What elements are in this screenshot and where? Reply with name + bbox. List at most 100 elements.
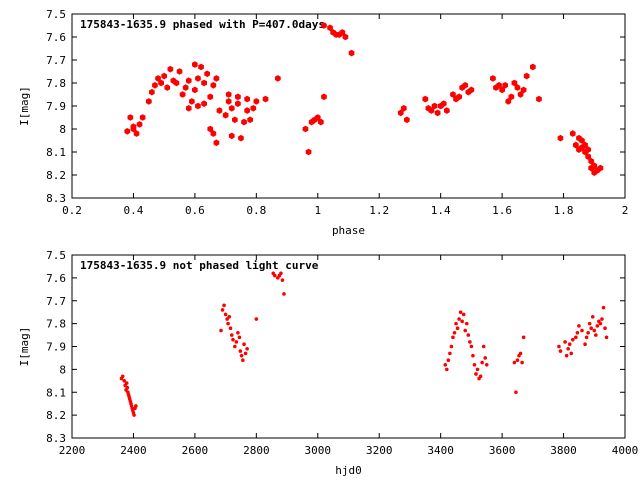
- unphased-data-point: [604, 335, 609, 340]
- unphased-data-point: [475, 367, 480, 372]
- unphased-x-tick-label: 4000: [612, 444, 639, 457]
- phased-data-point: [450, 91, 456, 98]
- phased-data-point: [342, 33, 349, 41]
- unphased-data-point: [564, 353, 569, 358]
- phased-data-point: [127, 114, 134, 121]
- phased-light-curve-panel: 175843-1635.9 phased with P=407.0days ph…: [18, 8, 628, 237]
- unphased-data-point: [590, 314, 595, 319]
- unphased-data-point: [233, 344, 237, 349]
- phased-data-point: [210, 82, 217, 89]
- phased-data-point: [238, 134, 244, 142]
- phased-y-tick-label: 8: [59, 123, 66, 136]
- unphased-x-tick-label: 3400: [427, 444, 454, 457]
- unphased-x-tick-label: 2600: [182, 444, 209, 457]
- phased-data-point: [557, 134, 564, 142]
- unphased-data-point: [464, 321, 469, 326]
- phased-data-point: [502, 82, 508, 89]
- phased-data-point: [588, 157, 595, 165]
- phased-data-point: [130, 125, 137, 133]
- unphased-data-point: [457, 317, 461, 321]
- unphased-data-point: [448, 351, 452, 356]
- phased-x-tick-label: 0.4: [124, 204, 144, 217]
- unphased-data-point: [512, 360, 517, 365]
- unphased-data-point: [236, 330, 240, 335]
- phased-data-point: [400, 105, 407, 112]
- unphased-data-point: [449, 344, 454, 349]
- unphased-y-tick-label: 7.5: [46, 249, 66, 262]
- phased-data-point: [176, 68, 183, 75]
- phased-data-point: [275, 75, 281, 82]
- phased-data-point: [244, 107, 250, 114]
- phased-data-point: [173, 79, 180, 87]
- unphased-y-tick-label: 8: [59, 363, 66, 376]
- phased-data-point: [149, 88, 155, 96]
- phased-data-point: [136, 121, 143, 128]
- phased-data-point: [158, 79, 164, 87]
- phased-data-point: [440, 100, 447, 107]
- unphased-data-point: [451, 335, 455, 340]
- phased-x-tick-label: 1.8: [554, 204, 574, 217]
- unphased-data-point: [223, 312, 228, 317]
- phased-data-point: [185, 105, 192, 112]
- phased-x-axis-label: phase: [332, 224, 365, 237]
- phased-data-point: [250, 105, 257, 112]
- unphased-data-point: [567, 342, 572, 347]
- unphased-y-tick-label: 8.2: [46, 409, 66, 422]
- phased-data-point: [185, 77, 192, 84]
- phased-y-tick-label: 7.9: [46, 100, 66, 113]
- phased-data-point: [591, 162, 598, 170]
- phased-data-point: [247, 116, 253, 124]
- unphased-data-point: [483, 356, 488, 360]
- phased-data-point: [327, 24, 333, 32]
- unphased-data-point: [580, 328, 584, 333]
- phased-data-point: [213, 139, 220, 147]
- unphased-data-point: [443, 363, 448, 367]
- phased-data-point: [225, 91, 232, 98]
- unphased-data-point: [120, 374, 125, 379]
- unphased-x-tick-label: 2200: [59, 444, 86, 457]
- unphased-y-tick-label: 7.7: [46, 295, 66, 308]
- phased-y-tick-label: 8.3: [46, 192, 66, 205]
- phased-data-point: [514, 84, 521, 91]
- unphased-plot-frame: [71, 254, 626, 439]
- phased-data-point: [164, 84, 171, 91]
- unphased-x-tick-label: 2800: [243, 444, 270, 457]
- phased-data-point: [253, 98, 260, 105]
- phased-y-tick-label: 7.7: [46, 54, 66, 67]
- phased-data-point: [210, 130, 217, 137]
- unphased-x-tick-label: 3200: [366, 444, 393, 457]
- phased-data-point: [597, 164, 604, 172]
- unphased-data-point: [239, 353, 244, 358]
- unphased-data-point: [238, 349, 243, 353]
- unphased-data-point: [575, 330, 580, 335]
- phased-y-tick-label: 7.5: [46, 8, 66, 21]
- unphased-data-point: [226, 321, 230, 326]
- unphased-data-point: [478, 374, 483, 379]
- unphased-data-point: [237, 335, 242, 340]
- unphased-data-point: [598, 321, 603, 326]
- phased-data-point: [262, 95, 269, 103]
- phased-data-point: [241, 118, 247, 126]
- unphased-data-point: [245, 346, 249, 351]
- phased-x-tick-label: 0.2: [62, 204, 82, 217]
- unphased-data-point: [279, 271, 283, 276]
- phased-data-point: [232, 116, 238, 124]
- unphased-data-point: [469, 344, 474, 349]
- unphased-data-point: [471, 353, 475, 358]
- unphased-data-point: [243, 351, 248, 356]
- unphased-data-point: [587, 321, 592, 326]
- phased-data-point: [499, 86, 505, 94]
- phased-data-point: [579, 137, 585, 144]
- unphased-data-point: [272, 273, 277, 278]
- phased-y-axis-label: I[mag]: [18, 86, 31, 126]
- unphased-data-point: [228, 326, 233, 331]
- unphased-data-point: [518, 351, 523, 356]
- unphased-y-axis-label: I[mag]: [18, 327, 31, 367]
- phased-data-point: [434, 109, 441, 117]
- phased-data-point: [428, 107, 435, 114]
- unphased-data-point: [570, 337, 575, 342]
- unphased-data-point: [514, 390, 518, 395]
- unphased-data-point: [592, 328, 597, 333]
- unphased-data-point: [521, 335, 526, 340]
- unphased-x-tick-label: 3800: [550, 444, 577, 457]
